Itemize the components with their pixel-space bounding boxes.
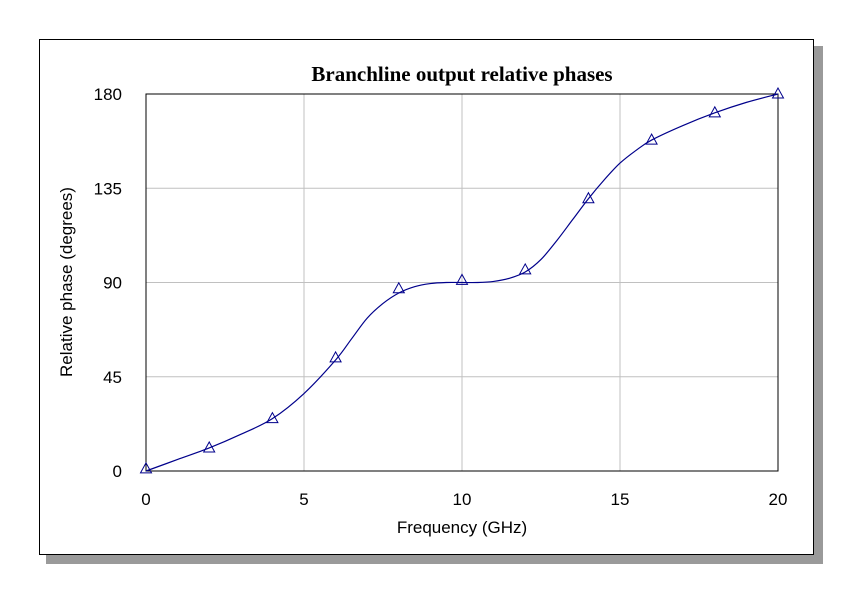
data-point-marker	[392, 281, 406, 294]
x-tick-label: 20	[769, 490, 788, 509]
plot-area	[145, 93, 779, 472]
y-tick-label: 45	[103, 368, 122, 387]
data-point-marker	[139, 461, 153, 474]
series-line	[145, 93, 779, 472]
data-point-marker	[329, 350, 342, 363]
data-point-marker	[202, 440, 216, 453]
x-tick-label: 0	[141, 490, 150, 509]
chart-title: Branchline output relative phases	[311, 62, 612, 86]
data-point-marker	[518, 262, 532, 275]
y-tick-label: 90	[103, 274, 122, 293]
series-markers	[139, 86, 785, 474]
x-axis-label: Frequency (GHz)	[397, 518, 527, 537]
data-point-marker	[771, 86, 785, 99]
y-tick-label: 0	[113, 462, 122, 481]
data-point-marker	[645, 133, 658, 145]
data-point-marker	[708, 105, 722, 118]
data-point-marker	[455, 273, 469, 285]
y-tick-label: 135	[94, 179, 122, 198]
y-tick-label: 180	[94, 85, 122, 104]
data-point-marker	[266, 411, 279, 424]
x-tick-label: 5	[299, 490, 308, 509]
x-tick-label: 15	[611, 490, 630, 509]
x-tick-label: 10	[453, 490, 472, 509]
tick-labels: 0 5 10 15 20 0 45 90 135 180	[94, 85, 788, 509]
data-point-marker	[582, 191, 595, 204]
y-axis-label: Relative phase (degrees)	[57, 187, 76, 377]
